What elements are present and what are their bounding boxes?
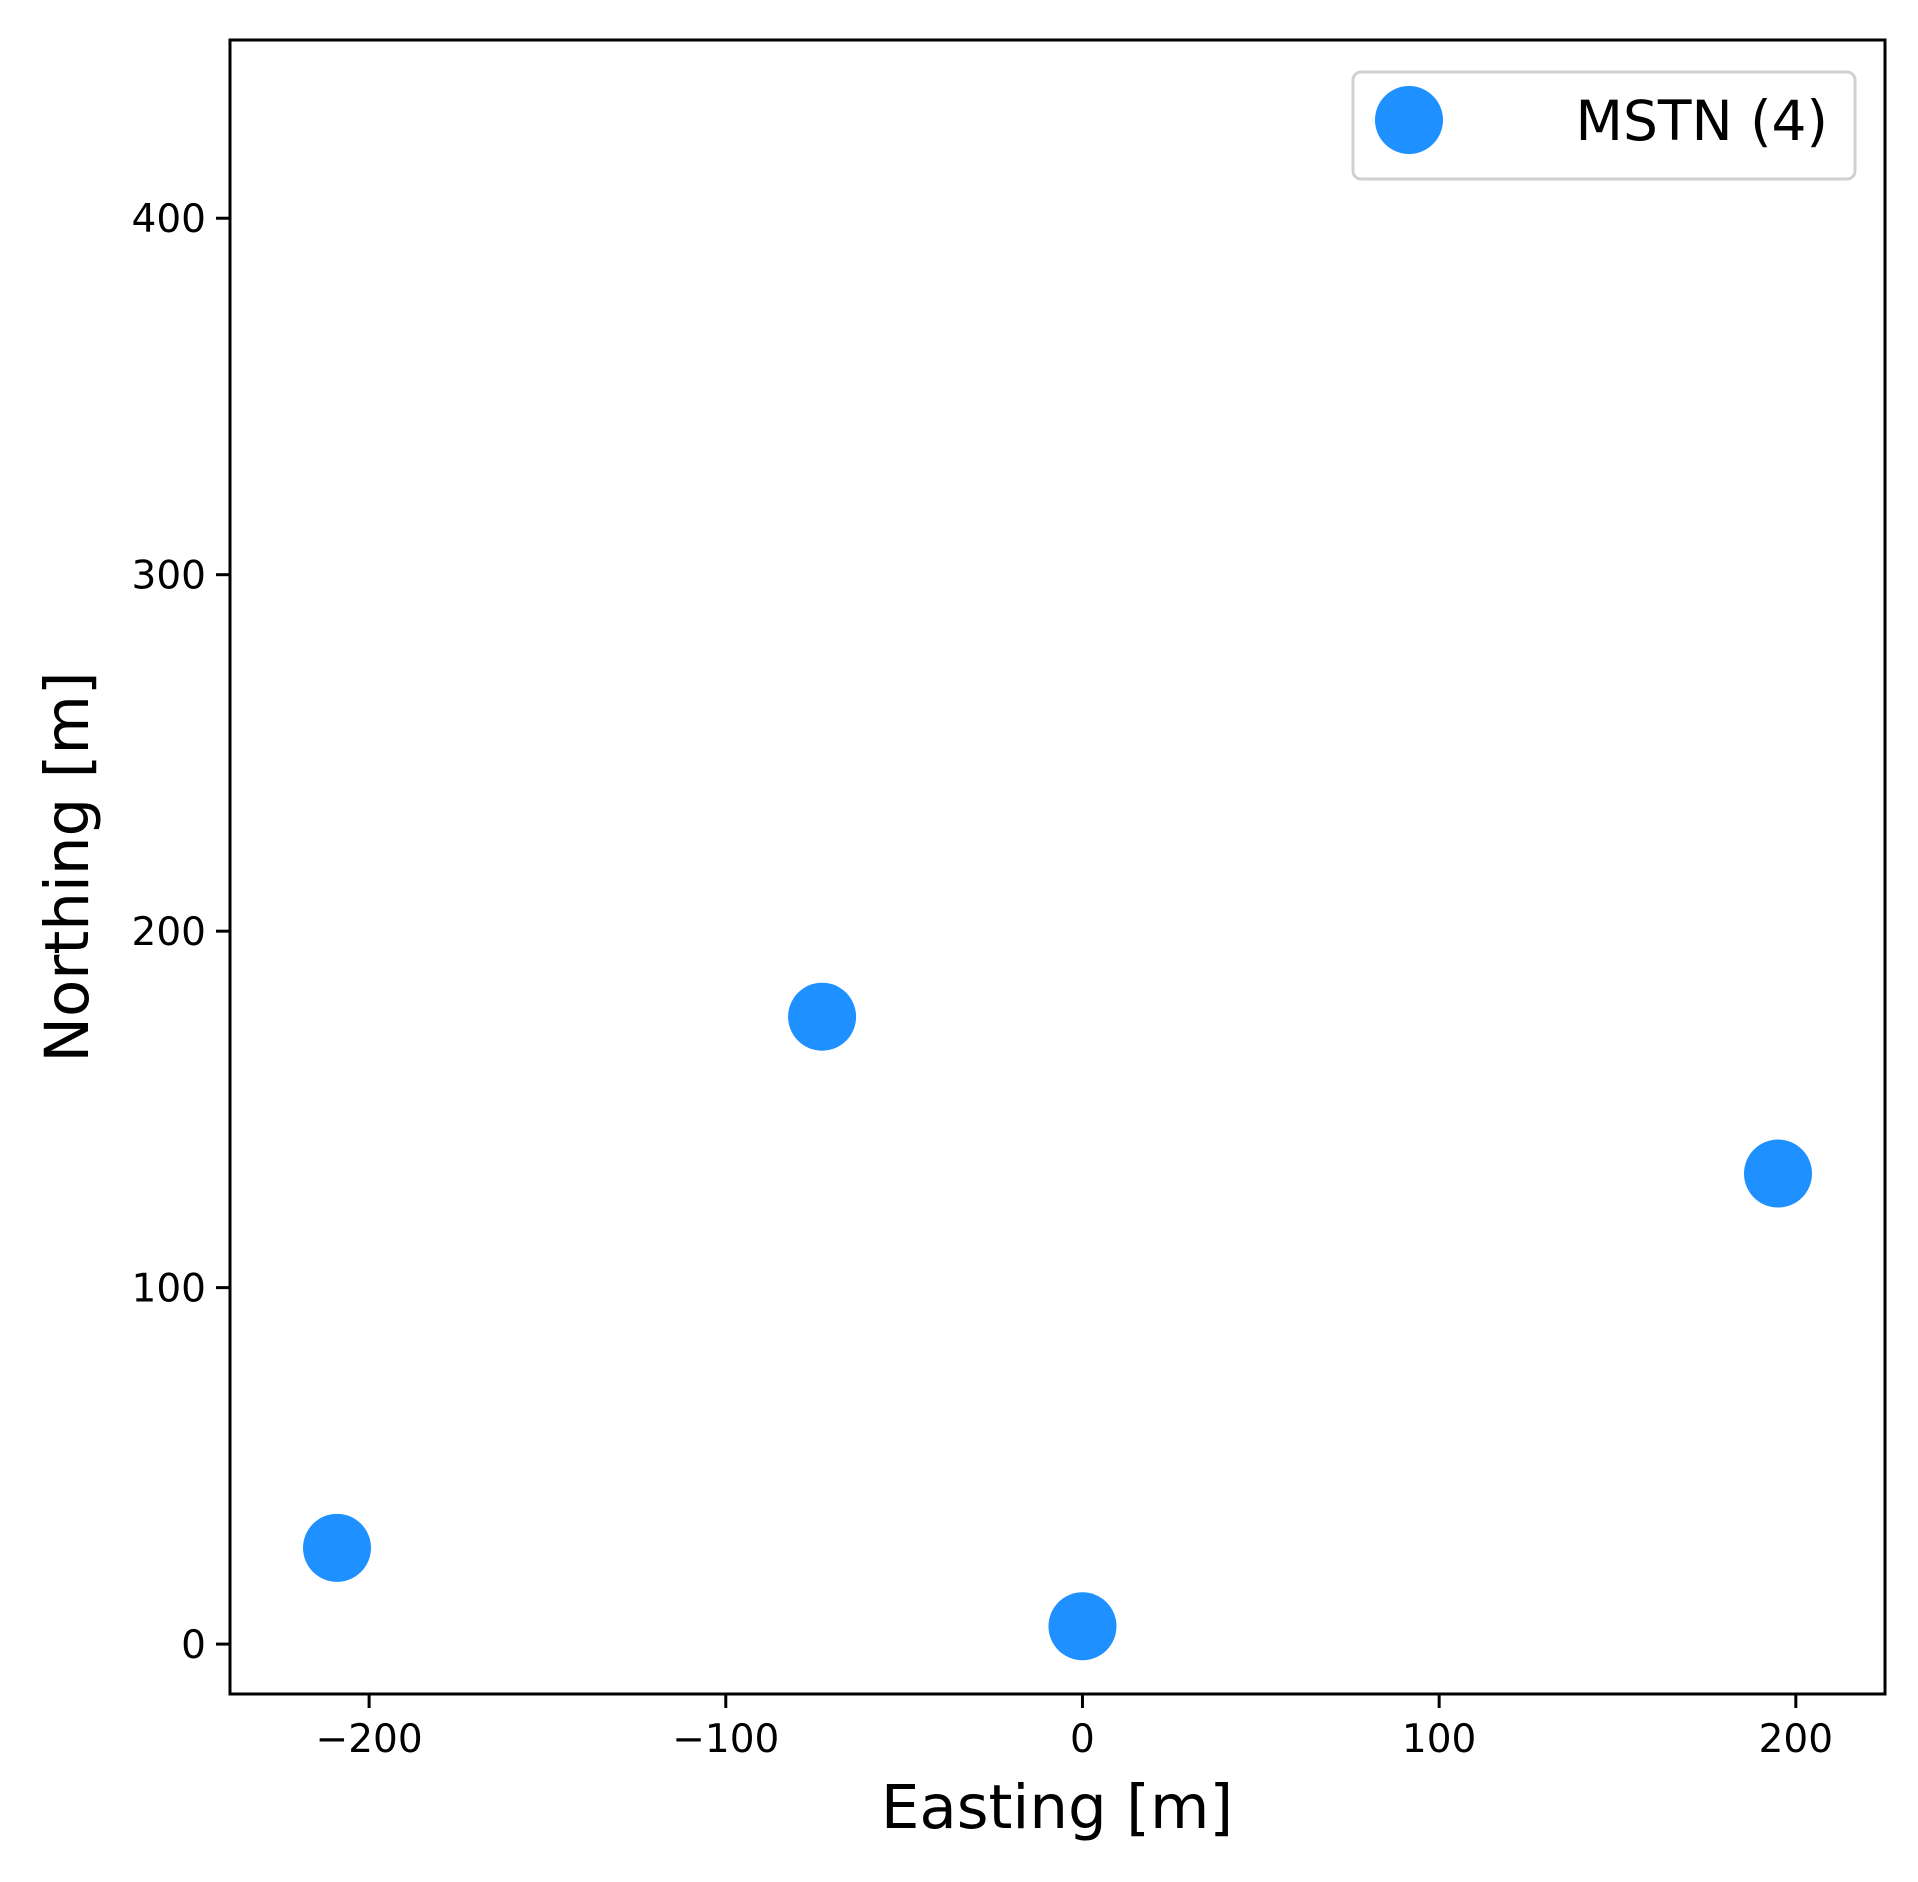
x-tick-label: 0 [1070,1717,1095,1762]
data-point [303,1513,372,1582]
x-tick-label: 200 [1759,1717,1833,1762]
legend-marker [1375,86,1443,154]
x-axis-label: Easting [m] [881,1772,1233,1843]
x-tick-label: −200 [316,1717,423,1762]
y-tick-label: 0 [181,1623,206,1668]
data-point [1048,1592,1117,1661]
legend-box [1351,70,1857,181]
plot-background [230,40,1885,1694]
data-points [303,982,1812,1661]
y-axis-label: Northing [m] [32,671,103,1062]
y-tick-label: 200 [132,910,206,955]
y-tick-label: 300 [132,554,206,599]
data-point [1743,1139,1812,1208]
data-point [788,982,857,1051]
y-tick-label: 400 [132,197,206,242]
y-tick-label: 100 [132,1267,206,1312]
legend-label: MSTN (4) [1576,89,1829,153]
legend: MSTN (4) [1351,70,1857,181]
plot-frame [228,38,1887,1696]
axis-ticks: −200 −100 0 100 200 0 100 200 300 400 [132,197,1834,1762]
x-tick-label: 100 [1402,1717,1476,1762]
x-tick-label: −100 [672,1717,779,1762]
